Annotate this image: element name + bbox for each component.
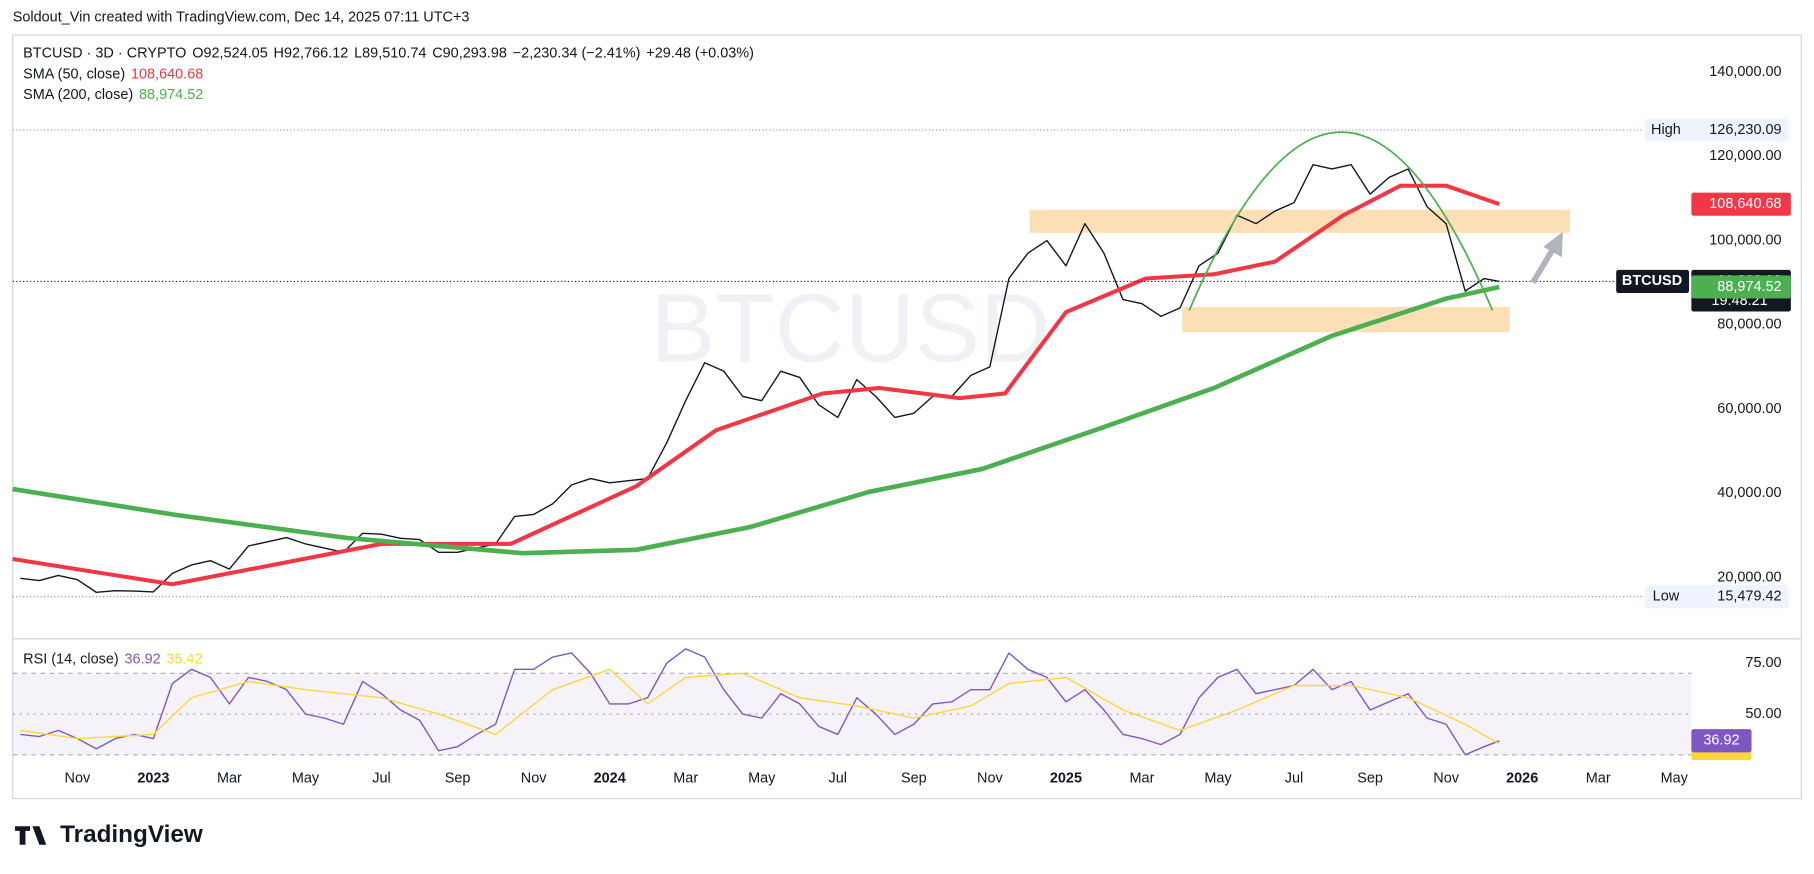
series-line xyxy=(12,183,1500,587)
logo-text: TradingView xyxy=(60,821,203,848)
y-tick-label: 140,000.00 xyxy=(1709,64,1781,80)
x-tick-label: Mar xyxy=(673,771,698,787)
symbol-badge xyxy=(1616,269,1690,293)
series-line xyxy=(20,668,1500,745)
x-tick-label: Jul xyxy=(829,771,847,787)
legend-name: SMA (50, close) xyxy=(23,66,125,82)
x-tick-label: Jul xyxy=(372,771,390,787)
ohlc-value: H92,766.12 xyxy=(274,45,349,61)
sma-badge-value: 108,640.68 xyxy=(1709,196,1781,212)
symbol: BTCUSD · 3D · CRYPTO xyxy=(23,45,186,61)
y-tick-label: 100,000.00 xyxy=(1709,232,1781,248)
arrow-shaft xyxy=(1530,246,1557,285)
legend-sma: SMA (200, close) 88,974.52 xyxy=(23,87,203,103)
y-tick-label: 20,000.00 xyxy=(1717,569,1781,585)
y-tick-label: 60,000.00 xyxy=(1717,401,1781,417)
header: Soldout_Vin created with TradingView.com… xyxy=(13,9,470,25)
x-tick-label: Sep xyxy=(901,771,927,787)
support-zone xyxy=(1182,306,1510,333)
y-tick-label: 50.00 xyxy=(1745,706,1781,722)
sma-badge xyxy=(1691,192,1791,216)
y-tick-label: 80,000.00 xyxy=(1717,317,1781,333)
rsi-legend-value: 36.92 xyxy=(125,652,161,668)
ohlc-value: L89,510.74 xyxy=(354,45,426,61)
x-tick-label: Mar xyxy=(217,771,242,787)
x-tick-label: May xyxy=(1661,771,1689,787)
x-tick-label: 2026 xyxy=(1506,771,1538,787)
x-tick-label: 2023 xyxy=(137,771,169,787)
x-tick-label: Mar xyxy=(1130,771,1155,787)
ohlc-value: +29.48 (+0.03%) xyxy=(646,45,754,61)
sma-badge xyxy=(1691,275,1791,299)
rsi-badge xyxy=(1691,729,1752,753)
low-value: 15,479.42 xyxy=(1717,588,1781,604)
logo-icon xyxy=(15,826,47,845)
legend-value: 108,640.68 xyxy=(131,66,203,82)
resistance-zone xyxy=(1029,209,1570,233)
arc-drawing xyxy=(1188,131,1494,311)
rsi-legend-value: 35.42 xyxy=(166,652,202,668)
legend-sma: SMA (50, close) 108,640.68 xyxy=(23,66,203,82)
high-name: High xyxy=(1651,122,1681,138)
y-tick-label: 75.00 xyxy=(1745,655,1781,671)
y-tick-label: 40,000.00 xyxy=(1717,485,1781,501)
rsi-background xyxy=(12,672,1692,756)
ohlc-value: O92,524.05 xyxy=(192,45,268,61)
x-tick-label: May xyxy=(1204,771,1232,787)
x-tick-label: Nov xyxy=(65,771,91,787)
x-tick-label: 2025 xyxy=(1050,771,1082,787)
low-badge xyxy=(1645,585,1789,609)
plot-lines xyxy=(12,129,1643,756)
x-tick-label: May xyxy=(292,771,320,787)
x-tick-label: May xyxy=(748,771,776,787)
x-tick-label: Jul xyxy=(1285,771,1303,787)
x-tick-label: Nov xyxy=(1433,771,1459,787)
series-line xyxy=(12,284,1500,556)
arrow-head xyxy=(1543,231,1563,258)
low-name: Low xyxy=(1653,588,1680,604)
rsi-badge-value: 36.92 xyxy=(1703,733,1739,749)
legend-value: 88,974.52 xyxy=(139,87,203,103)
ohlc-value: −2,230.34 (−2.41%) xyxy=(513,45,641,61)
x-tick-label: Sep xyxy=(1357,771,1383,787)
legend-name: SMA (200, close) xyxy=(23,87,133,103)
ohlc-value: C90,293.98 xyxy=(432,45,507,61)
high-value: 126,230.09 xyxy=(1709,122,1781,138)
y-tick-label: 120,000.00 xyxy=(1709,148,1781,164)
watermark: BTCUSD xyxy=(651,273,1050,382)
rsi-legend: RSI (14, close) 36.92 35.42 xyxy=(23,652,203,668)
sma-badge-value: 88,974.52 xyxy=(1717,279,1781,295)
x-tick-label: Mar xyxy=(1586,771,1611,787)
axes: 20,000.00 40,000.00 60,000.00 80,000.00 100,… xyxy=(65,64,1791,787)
x-tick-label: Nov xyxy=(521,771,547,787)
chart-frame xyxy=(12,34,1802,800)
x-tick-label: Sep xyxy=(445,771,471,787)
symbol-badge-text: BTCUSD xyxy=(1622,273,1682,289)
rsi-title: RSI (14, close) xyxy=(23,652,119,668)
x-tick-label: 2024 xyxy=(594,771,626,787)
legend-symbol-line: BTCUSD · 3D · CRYPTO O92,524.05 H92,766.12… xyxy=(23,45,754,61)
series-line xyxy=(20,163,1500,594)
high-badge xyxy=(1645,118,1789,142)
series-line xyxy=(20,648,1500,756)
logo: TradingView xyxy=(15,821,203,848)
x-tick-label: Nov xyxy=(977,771,1003,787)
